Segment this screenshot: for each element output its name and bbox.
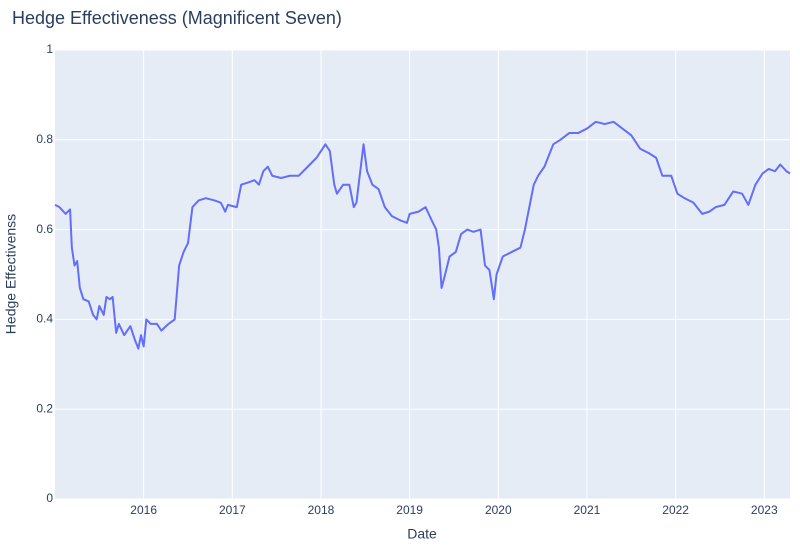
x-tick-label: 2019 bbox=[396, 503, 423, 517]
x-axis-title: Date bbox=[407, 526, 437, 542]
x-tick-label: 2023 bbox=[751, 503, 778, 517]
y-tick-label: 0.4 bbox=[36, 312, 53, 326]
x-tick-label: 2016 bbox=[130, 503, 157, 517]
x-tick-label: 2021 bbox=[574, 503, 601, 517]
y-tick-label: 1 bbox=[46, 42, 53, 56]
x-tick-label: 2018 bbox=[308, 503, 335, 517]
x-tick-label: 2020 bbox=[485, 503, 512, 517]
chart-title: Hedge Effectiveness (Magnificent Seven) bbox=[12, 8, 342, 28]
y-tick-label: 0.2 bbox=[36, 401, 53, 415]
data-line bbox=[54, 120, 791, 350]
y-tick-label: 0 bbox=[46, 491, 53, 505]
y-axis-title: Hedge Effectivenss bbox=[3, 214, 19, 334]
x-tick-label: 2017 bbox=[219, 503, 246, 517]
y-tick-label: 0.8 bbox=[36, 132, 53, 146]
x-tick-label: 2022 bbox=[662, 503, 689, 517]
plot-background bbox=[55, 50, 790, 499]
y-tick-label: 0.6 bbox=[36, 222, 53, 236]
